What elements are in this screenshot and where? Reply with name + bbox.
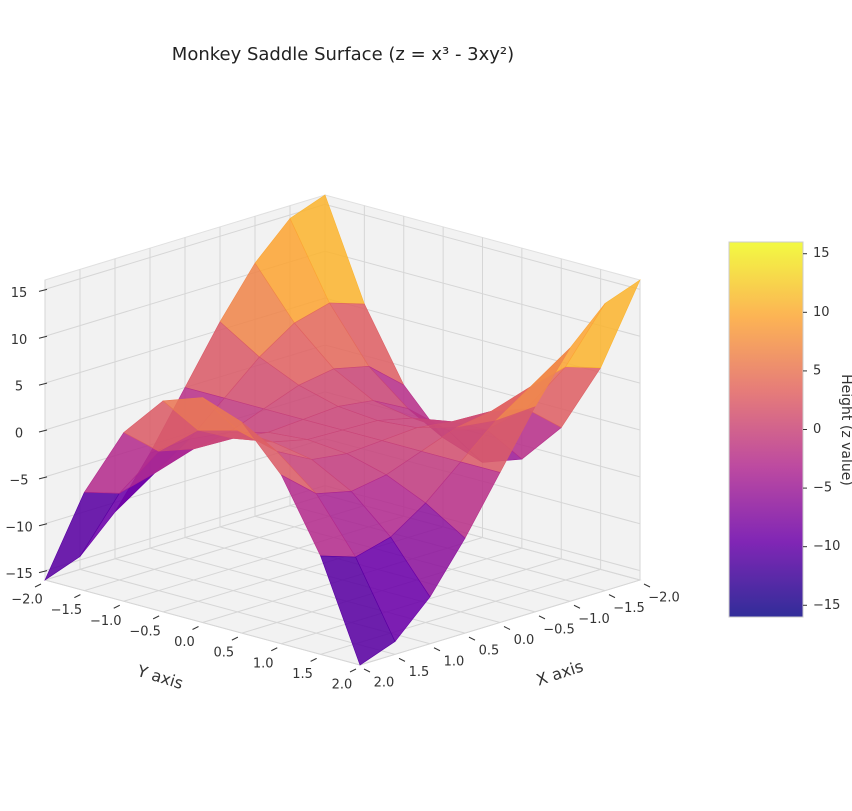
tick-mark [573, 604, 581, 609]
y-axis-label: Y axis [134, 661, 185, 693]
x-tick-label: 1.0 [444, 654, 465, 669]
tick-mark [468, 636, 476, 641]
z-tick-label: 10 [11, 333, 28, 348]
tick-mark [310, 657, 317, 662]
colorbar-tick-label: −15 [813, 598, 840, 613]
y-tick-label: 1.0 [253, 656, 274, 671]
y-tick-label: −0.5 [129, 624, 161, 639]
colorbar-label: Height (z value) [838, 374, 852, 486]
tick-mark [38, 335, 48, 339]
tick-mark [503, 626, 511, 630]
tick-mark [231, 636, 239, 641]
tick-mark [271, 647, 278, 652]
colorbar-tick-label: −5 [813, 481, 832, 496]
tick-mark [192, 626, 199, 630]
colorbar-tick-label: 5 [813, 363, 821, 378]
grid-line [44, 203, 326, 290]
tick-mark [152, 615, 160, 620]
colorbar [728, 241, 804, 618]
y-tick-label: −1.0 [90, 614, 122, 629]
y-tick-label: 0.5 [214, 646, 235, 661]
x-tick-label: 0.5 [479, 644, 500, 659]
tick-mark [113, 604, 120, 609]
z-tick-label: −10 [5, 520, 32, 535]
tick-mark [38, 382, 48, 386]
x-axis-label: X axis [534, 657, 586, 690]
grid-line [324, 250, 641, 337]
z-tick-label: −15 [5, 567, 32, 582]
z-tick-label: −5 [9, 473, 28, 488]
colorbar-tick-label: 15 [813, 246, 830, 261]
surface-patch [320, 555, 396, 666]
tick-mark [363, 668, 371, 673]
z-tick-label: 5 [15, 380, 23, 395]
tick-mark [38, 523, 48, 527]
colorbar-tick-label: −10 [813, 539, 840, 554]
grid-line [359, 579, 641, 666]
tick-mark [433, 647, 441, 652]
y-tick-label: 2.0 [332, 678, 353, 693]
y-tick-label: −1.5 [51, 603, 83, 618]
grid-line [44, 494, 326, 581]
colorbar-tick-label: 10 [813, 305, 830, 320]
x-tick-label: −1.0 [578, 612, 610, 627]
chart-title: Monkey Saddle Surface (z = x³ - 3xy²) [172, 44, 514, 65]
tick-mark [38, 288, 48, 292]
tick-mark [38, 476, 48, 480]
x-tick-label: 1.5 [409, 665, 430, 680]
tick-mark [34, 583, 42, 588]
tick-mark [398, 657, 406, 662]
x-tick-label: −2.0 [648, 591, 680, 606]
x-tick-label: 0.0 [514, 633, 535, 648]
tick-mark [349, 668, 357, 673]
tick-mark [38, 570, 48, 574]
tick-mark [643, 583, 651, 588]
tick-mark [74, 594, 81, 599]
x-tick-label: −0.5 [543, 622, 575, 637]
tick-mark [38, 429, 48, 433]
x-tick-label: 2.0 [374, 676, 395, 691]
tick-mark [538, 615, 546, 620]
colorbar-tick-label: 0 [813, 422, 821, 437]
x-tick-label: −1.5 [613, 601, 645, 616]
y-tick-label: −2.0 [11, 593, 43, 608]
z-tick-label: 0 [15, 427, 23, 442]
y-tick-label: 0.0 [174, 635, 195, 650]
z-tick-label: 15 [11, 286, 28, 301]
tick-mark [608, 594, 616, 599]
y-tick-label: 1.5 [292, 667, 313, 682]
grid-line [44, 485, 326, 572]
grid-line [324, 203, 641, 290]
